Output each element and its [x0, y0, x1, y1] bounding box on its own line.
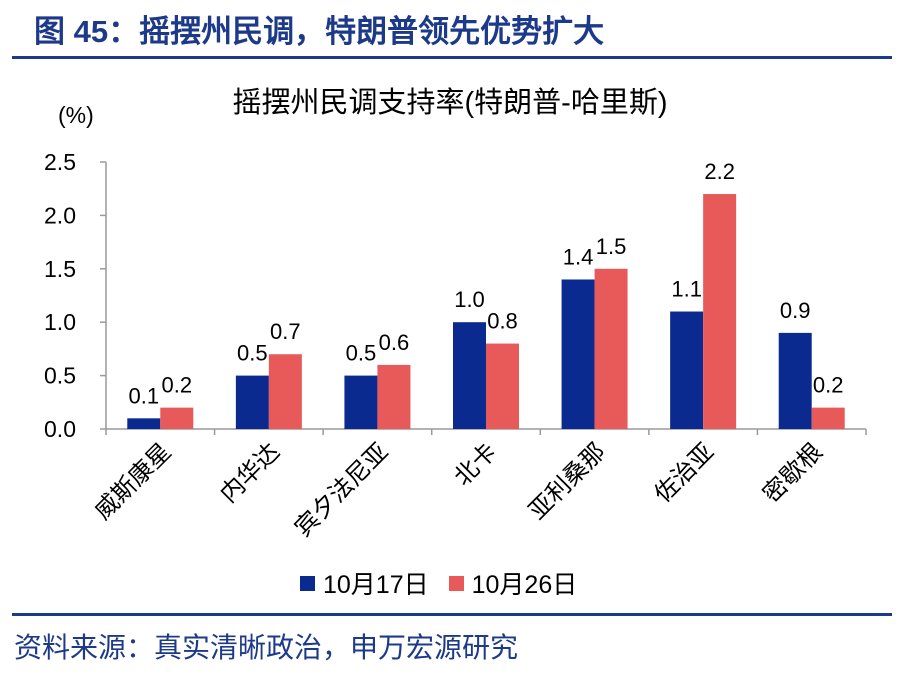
data-label: 0.7 [270, 319, 301, 344]
data-label: 0.5 [237, 341, 268, 366]
data-label: 0.5 [346, 341, 377, 366]
y-axis-label: (%) [58, 102, 94, 128]
bar-oct17-5 [670, 311, 704, 429]
legend-swatch-series-2 [448, 575, 464, 591]
data-label: 0.2 [161, 373, 192, 398]
bar-oct17-0 [127, 418, 161, 429]
data-label: 1.5 [596, 234, 627, 259]
y-tick-label: 0.0 [44, 416, 76, 442]
title-divider [12, 56, 892, 59]
legend-swatch-series-1 [300, 575, 315, 591]
data-label: 2.2 [704, 159, 735, 184]
bar-oct17-6 [778, 332, 812, 429]
data-label: 0.8 [487, 309, 518, 334]
legend-item-series-1: 10月17日 [300, 565, 429, 601]
data-label: 0.1 [128, 383, 159, 408]
data-label: 0.2 [813, 373, 844, 398]
legend-item-series-2: 10月26日 [448, 565, 578, 601]
bar-oct26-4 [594, 268, 628, 429]
legend: 10月17日 10月26日 [300, 565, 597, 601]
category-label: 佐治亚 [649, 438, 719, 508]
bar-oct26-1 [268, 354, 302, 429]
bar-chart: 摇摆州民调支持率(特朗普-哈里斯) (%) 0.0 0.5 1.0 1.5 2.0 2.5… [44, 86, 867, 542]
bar-oct26-6 [811, 407, 845, 429]
y-tick-label: 2.5 [44, 149, 76, 175]
chart-title: 摇摆州民调支持率(特朗普-哈里斯) [233, 86, 668, 119]
category-label: 亚利桑那 [524, 438, 611, 525]
bar-oct17-1 [235, 375, 269, 429]
source-note: 资料来源：真实清晰政治，申万宏源研究 [14, 632, 519, 663]
data-label: 1.4 [563, 244, 594, 269]
category-label: 宾夕法尼亚 [290, 438, 394, 542]
category-label: 内华达 [215, 438, 285, 508]
y-tick-label: 0.5 [44, 363, 76, 389]
bar-oct26-0 [160, 407, 194, 429]
data-label: 0.9 [780, 298, 811, 323]
legend-label-series-1: 10月17日 [323, 571, 429, 599]
data-label: 1.0 [454, 287, 485, 312]
bar-oct26-5 [703, 194, 737, 429]
data-label: 0.6 [379, 330, 410, 355]
category-label: 北卡 [449, 438, 502, 491]
category-label: 威斯康星 [90, 438, 177, 525]
figure-title: 图 45：摇摆州民调，特朗普领先优势扩大 [34, 14, 605, 49]
data-label: 1.1 [671, 277, 702, 302]
bar-oct17-2 [344, 375, 378, 429]
bar-oct26-2 [377, 364, 411, 429]
y-tick-label: 1.5 [44, 256, 76, 282]
bar-oct26-3 [486, 343, 519, 429]
y-tick-label: 1.0 [44, 309, 76, 335]
y-tick-label: 2.0 [44, 202, 76, 228]
category-label: 密歇根 [758, 438, 828, 508]
bar-oct17-4 [561, 279, 595, 429]
legend-label-series-2: 10月26日 [471, 571, 578, 599]
bar-oct17-3 [453, 322, 486, 429]
source-divider [12, 613, 892, 616]
